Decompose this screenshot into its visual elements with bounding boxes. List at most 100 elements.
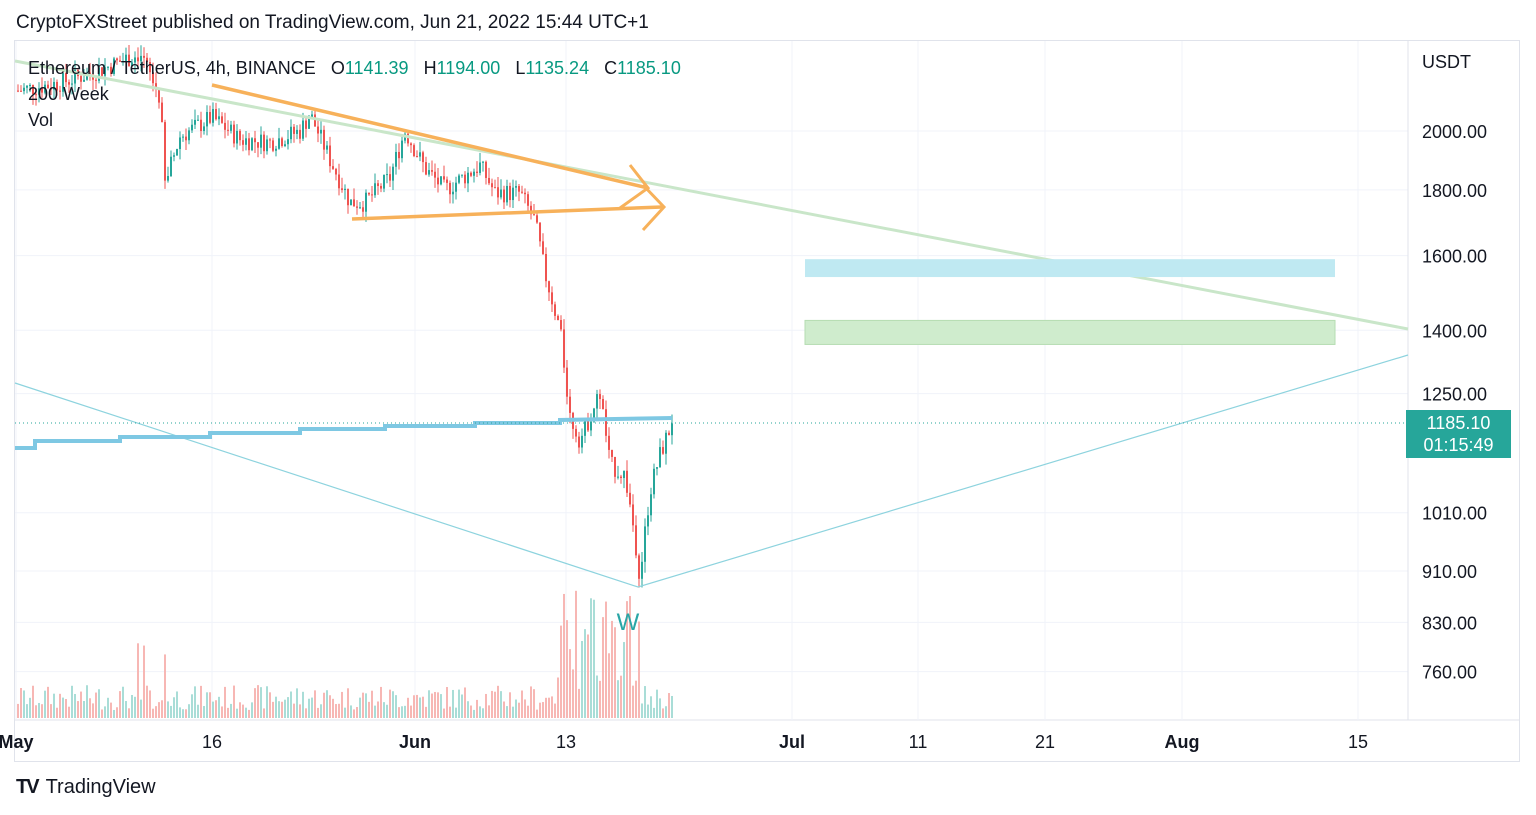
candle-body — [491, 183, 493, 188]
candle-body — [377, 183, 379, 186]
last-price-badge: 1185.10 01:15:49 — [1406, 410, 1511, 458]
volume-bar — [662, 708, 664, 718]
candle-body — [635, 525, 637, 556]
volume-bar — [221, 706, 223, 718]
volume-bar — [521, 690, 523, 718]
volume-bar — [650, 696, 652, 718]
volume-bar — [665, 706, 667, 718]
candle-body — [512, 187, 514, 201]
volume-bar — [539, 702, 541, 718]
volume-bar — [458, 689, 460, 718]
time-tick-label: Jul — [779, 732, 805, 752]
candle-body — [176, 149, 178, 156]
candle-body — [365, 192, 367, 212]
volume-bar — [536, 709, 538, 718]
candle-body — [248, 138, 250, 151]
volume-bar — [32, 685, 34, 718]
candle-body — [95, 79, 97, 81]
candle-body — [110, 66, 112, 74]
volume-bar — [152, 708, 154, 718]
candle-body — [452, 191, 454, 195]
candle-body — [494, 187, 496, 189]
candle-body — [416, 156, 418, 158]
candle-body — [215, 109, 217, 120]
volume-bar — [350, 705, 352, 718]
volume-bar — [149, 690, 151, 718]
volume-bar — [347, 688, 349, 718]
volume-bar — [332, 698, 334, 718]
indicator-vol[interactable]: Vol — [28, 110, 54, 130]
volume-bar — [182, 709, 184, 718]
candle-body — [542, 241, 544, 254]
candle-body — [545, 253, 547, 282]
candle-body — [206, 112, 208, 127]
volume-bar — [128, 708, 130, 718]
candle-body — [386, 174, 388, 176]
time-tick-label: Jun — [399, 732, 431, 752]
candle-body — [155, 83, 157, 90]
volume-bar — [377, 701, 379, 718]
candle-body — [662, 447, 664, 454]
volume-bar — [590, 598, 592, 718]
volume-bar — [23, 690, 25, 718]
volume-bar — [119, 691, 121, 718]
volume-bar — [461, 694, 463, 718]
candle-body — [356, 206, 358, 208]
volume-bar — [197, 704, 199, 718]
candle-body — [458, 175, 460, 183]
candle-body — [530, 205, 532, 215]
time-tick-label: 13 — [556, 732, 576, 752]
volume-bar — [233, 685, 235, 718]
volume-bar — [227, 707, 229, 718]
volume-bar — [104, 706, 106, 718]
time-axis[interactable]: May 16 Jun 13 Jul 11 21 Aug 15 — [0, 732, 1368, 752]
footer-brand[interactable]: TV TradingView — [16, 776, 156, 799]
volume-bar — [563, 593, 565, 718]
candle-body — [287, 139, 289, 145]
candle-body — [152, 72, 154, 84]
candle-body — [653, 468, 655, 495]
volume-bar — [191, 694, 193, 718]
volume-bar — [341, 691, 343, 718]
volume-bar — [188, 704, 190, 718]
price-tick-label: 1600.00 — [1422, 247, 1487, 267]
indicator-200-week[interactable]: 200 Week — [28, 84, 109, 104]
descending-trendline — [14, 59, 1409, 331]
candle-body — [203, 126, 205, 132]
candle-body — [200, 119, 202, 132]
volume-bar — [455, 707, 457, 718]
volume-bar — [404, 705, 406, 718]
volume-bar — [392, 691, 394, 718]
arrow-head-lower-icon — [641, 183, 667, 232]
volume-bar — [401, 706, 403, 718]
volume-bar — [185, 709, 187, 718]
volume-bar — [608, 653, 610, 718]
time-tick-label: 16 — [202, 732, 222, 752]
volume-bar — [542, 702, 544, 718]
volume-bar — [545, 697, 547, 718]
candle-body — [617, 476, 619, 478]
candle-body — [269, 139, 271, 141]
price-axis[interactable]: 2000.00 1800.00 1600.00 1400.00 1250.00 1010.… — [1422, 52, 1487, 683]
legend-ohlc-row: Ethereum / TetherUS, 4h, BINANCE O1141.3… — [28, 55, 681, 81]
volume-bar — [98, 689, 100, 718]
volume-bar — [140, 699, 142, 718]
candle-body — [293, 126, 295, 134]
symbol-label[interactable]: Ethereum / TetherUS, 4h, BINANCE — [28, 58, 316, 78]
candle-body — [581, 435, 583, 448]
candle-body — [599, 394, 601, 400]
candle-body — [380, 185, 382, 189]
volume-bar — [500, 691, 502, 718]
price-tick-label: 1800.00 — [1422, 181, 1487, 201]
triangle-lower-line — [351, 205, 663, 221]
candle-body — [251, 138, 253, 151]
candle-body — [647, 515, 649, 527]
volume-bar — [482, 708, 484, 718]
volume-bar — [335, 704, 337, 718]
volume-bar — [44, 690, 46, 718]
time-tick-label: 11 — [909, 732, 928, 752]
volume-bar — [395, 695, 397, 718]
volume-bar — [194, 686, 196, 718]
volume-bar — [470, 705, 472, 718]
